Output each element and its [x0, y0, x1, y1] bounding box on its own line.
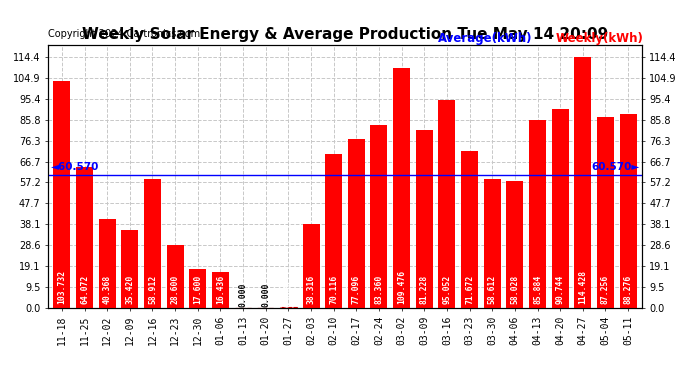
Text: 0.148: 0.148: [284, 282, 293, 307]
Bar: [371, 125, 388, 308]
Text: Weekly(kWh): Weekly(kWh): [555, 32, 643, 45]
Text: 17.600: 17.600: [193, 275, 202, 304]
Text: ◄60.570: ◄60.570: [50, 162, 99, 172]
Text: Average(kWh): Average(kWh): [438, 32, 533, 45]
Text: 109.476: 109.476: [397, 270, 406, 304]
Text: 38.316: 38.316: [306, 275, 315, 304]
Title: Weekly Solar Energy & Average Production Tue May 14 20:09: Weekly Solar Energy & Average Production…: [82, 27, 608, 42]
Bar: [167, 245, 184, 308]
Bar: [302, 224, 319, 308]
Bar: [506, 181, 523, 308]
Bar: [620, 114, 637, 308]
Bar: [189, 269, 206, 308]
Bar: [597, 117, 614, 308]
Bar: [393, 68, 410, 308]
Text: 103.732: 103.732: [57, 270, 66, 304]
Bar: [529, 120, 546, 308]
Text: Copyright 2024 Cartronics.com: Copyright 2024 Cartronics.com: [48, 29, 200, 39]
Text: 60.570►: 60.570►: [591, 162, 640, 172]
Text: 114.428: 114.428: [578, 270, 587, 304]
Text: 16.436: 16.436: [216, 275, 225, 304]
Text: 35.420: 35.420: [126, 275, 135, 304]
Bar: [416, 130, 433, 308]
Text: 77.096: 77.096: [352, 275, 361, 304]
Bar: [552, 109, 569, 307]
Text: 83.360: 83.360: [375, 275, 384, 304]
Bar: [53, 81, 70, 308]
Bar: [325, 154, 342, 308]
Text: 0.000: 0.000: [262, 282, 270, 307]
Bar: [484, 179, 501, 308]
Bar: [212, 272, 229, 308]
Text: 90.744: 90.744: [555, 275, 564, 304]
Bar: [461, 151, 478, 308]
Text: 58.912: 58.912: [148, 275, 157, 304]
Text: 28.600: 28.600: [170, 275, 179, 304]
Text: 64.072: 64.072: [80, 275, 89, 304]
Bar: [574, 57, 591, 308]
Bar: [144, 178, 161, 308]
Text: 81.228: 81.228: [420, 275, 428, 304]
Bar: [438, 100, 455, 308]
Text: 40.368: 40.368: [103, 275, 112, 304]
Text: 0.000: 0.000: [239, 282, 248, 307]
Text: 85.884: 85.884: [533, 275, 542, 304]
Text: 95.052: 95.052: [442, 275, 451, 304]
Bar: [348, 139, 365, 308]
Text: 58.028: 58.028: [511, 275, 520, 304]
Text: 70.116: 70.116: [329, 275, 338, 304]
Bar: [99, 219, 116, 308]
Text: 87.256: 87.256: [601, 275, 610, 304]
Bar: [76, 167, 93, 308]
Text: 58.612: 58.612: [488, 275, 497, 304]
Text: 88.276: 88.276: [624, 275, 633, 304]
Bar: [121, 230, 138, 308]
Text: 71.672: 71.672: [465, 275, 474, 304]
